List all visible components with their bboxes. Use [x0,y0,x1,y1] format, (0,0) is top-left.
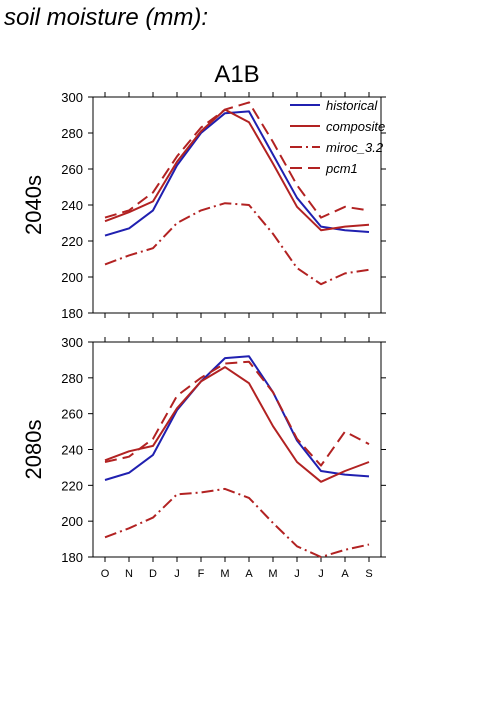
y-tick-label: 240 [61,198,83,213]
legend-label: miroc_3.2 [326,140,384,155]
series-line-pcm1 [104,101,370,219]
y-tick-label: 260 [61,407,83,422]
page-title: soil moisture (mm): [4,4,209,31]
y-tick-label: 200 [61,514,83,529]
panel-2040s: 180 200 220 240 260 280 300 2040s historical comp… [21,90,386,321]
series-line-composite [104,108,370,232]
y-tick-label: 240 [61,443,83,458]
panel-label: 2080s [21,420,46,480]
x-tick-label: F [198,568,205,580]
series-line-miroc-3-2 [104,202,370,286]
x-tick-label: J [318,568,324,580]
panel-2080s: 180 200 220 240 260 280 300 2080s [21,335,386,565]
series-line-pcm1 [104,360,370,467]
y-tick-label: 180 [61,306,83,321]
scenario-title: A1B [214,61,259,88]
x-tick-label: D [149,568,157,580]
x-tick-label: N [125,568,133,580]
y-tick-label: 280 [61,126,83,141]
x-tick-label: A [245,568,253,580]
x-tick-label: J [174,568,180,580]
chart-panels: 180 200 220 240 260 280 300 2040s historical comp… [21,90,386,580]
y-tick-label: 220 [61,478,83,493]
x-tick-label: J [294,568,300,580]
legend-label: pcm1 [325,161,358,176]
series-line-composite [104,366,370,483]
y-tick-label: 300 [61,90,83,105]
legend-label: composite [326,119,385,134]
series-line-historical [104,355,370,481]
y-tick-label: 200 [61,270,83,285]
y-tick-label: 280 [61,371,83,386]
panel-label: 2040s [21,175,46,235]
y-tick-label: 220 [61,234,83,249]
series-line-historical [104,110,370,237]
y-tick-label: 300 [61,335,83,350]
y-tick-label: 180 [61,550,83,565]
x-tick-label: M [220,568,229,580]
x-tick-label: A [341,568,349,580]
y-tick-label: 260 [61,162,83,177]
x-tick-label: O [101,568,110,580]
legend: historical composite miroc_3.2 pcm1 [290,98,385,176]
x-tick-label: S [365,568,372,580]
x-tick-label: M [268,568,277,580]
series-line-miroc-3-2 [104,487,370,558]
legend-label: historical [326,98,378,113]
